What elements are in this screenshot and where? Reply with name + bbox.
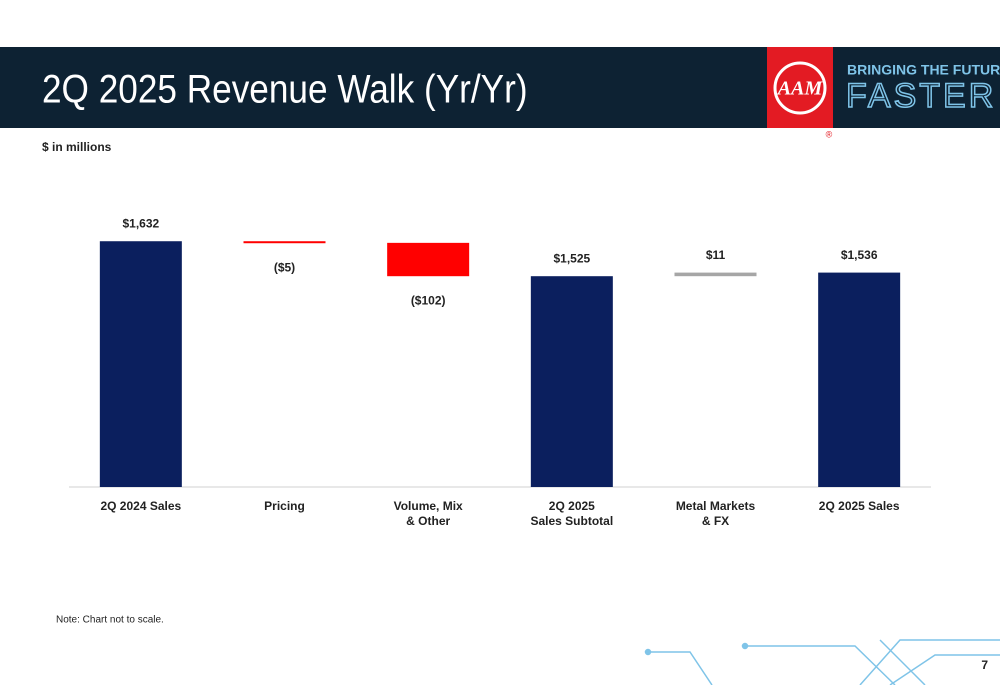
chart-subtitle: $ in millions <box>42 140 112 154</box>
x-tick-label: 2Q 2025 Sales Subtotal <box>530 499 613 528</box>
logo-text: AAM <box>776 78 824 100</box>
x-tick-label: Metal Markets & FX <box>676 499 756 528</box>
data-label: $1,536 <box>841 248 878 262</box>
data-label: $1,632 <box>122 216 159 230</box>
page-number: 7 <box>981 658 988 672</box>
x-tick-label: 2Q 2025 Sales <box>819 499 900 513</box>
x-tick-label: 2Q 2024 Sales <box>100 499 181 513</box>
bar <box>387 242 470 277</box>
slide-title: 2Q 2025 Revenue Walk (Yr/Yr) <box>42 66 528 111</box>
data-label: $1,525 <box>553 251 590 265</box>
x-tick-label: Pricing <box>264 499 305 513</box>
logo-ring <box>773 61 827 115</box>
bar <box>530 276 613 487</box>
bar <box>243 241 326 244</box>
bar <box>99 241 182 487</box>
decor-lines <box>644 639 1000 685</box>
header-band <box>0 47 1000 128</box>
chart-note: Note: Chart not to scale. <box>56 615 164 626</box>
bar <box>674 272 757 277</box>
x-tick-label: Volume, Mix & Other <box>394 499 463 528</box>
data-label: ($5) <box>274 260 295 274</box>
bar <box>818 272 901 487</box>
data-label: $11 <box>706 248 726 262</box>
tagline-top: BRINGING THE FUTURE <box>847 62 1000 78</box>
data-label: ($102) <box>411 293 446 307</box>
tagline-bottom: FASTER <box>846 77 996 115</box>
registered-mark: ® <box>826 129 833 139</box>
